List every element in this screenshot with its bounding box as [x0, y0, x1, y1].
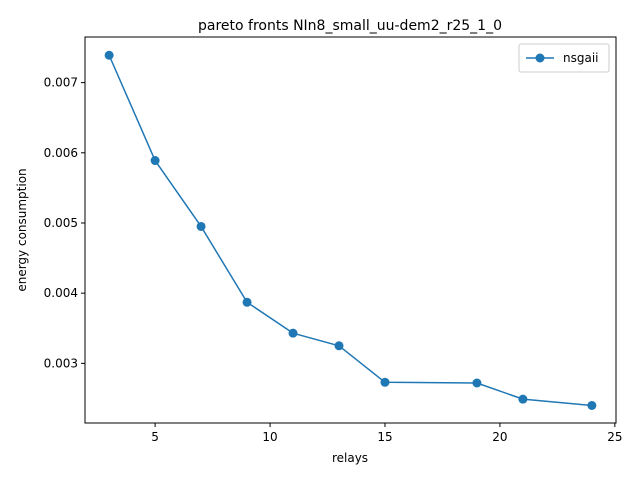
- legend-box: [518, 43, 610, 73]
- data-point-0-4: [288, 328, 298, 338]
- x-axis-label: relays: [332, 451, 368, 465]
- y-tick-label-3: 0.006: [44, 146, 78, 160]
- data-point-0-5: [334, 341, 344, 351]
- x-tick-label-2: 15: [377, 430, 392, 444]
- axis-ticks: 5 10 15 20 25 0.003 0.004 0.005 0.006 0.007: [44, 76, 623, 444]
- series-line-nsgaii: [108, 54, 592, 407]
- y-tick-label-1: 0.004: [44, 286, 78, 300]
- data-point-0-3: [242, 297, 252, 307]
- x-tick-label-0: 5: [151, 430, 159, 444]
- legend-marker-swatch: [535, 53, 545, 63]
- legend: nsgaii: [518, 43, 610, 73]
- data-point-0-6: [380, 377, 390, 387]
- y-axis-label: energy consumption: [15, 168, 29, 291]
- data-point-0-2: [196, 221, 206, 231]
- data-point-0-7: [472, 378, 482, 388]
- chart-title: pareto fronts NIn8_small_uu-dem2_r25_1_0: [198, 18, 502, 34]
- x-tick-label-4: 25: [607, 430, 622, 444]
- legend-label-nsgaii: nsgaii: [563, 51, 599, 65]
- data-point-0-9: [587, 400, 597, 410]
- data-point-0-1: [150, 156, 160, 166]
- x-tick-label-1: 10: [262, 430, 277, 444]
- data-point-0-8: [518, 394, 528, 404]
- y-tick-label-2: 0.005: [44, 216, 78, 230]
- plot-area-frame: [84, 36, 617, 424]
- x-tick-label-3: 20: [492, 430, 507, 444]
- series-layer: [104, 50, 597, 410]
- y-tick-label-0: 0.003: [44, 356, 78, 370]
- y-tick-label-4: 0.007: [44, 76, 78, 90]
- data-point-0-0: [104, 50, 114, 60]
